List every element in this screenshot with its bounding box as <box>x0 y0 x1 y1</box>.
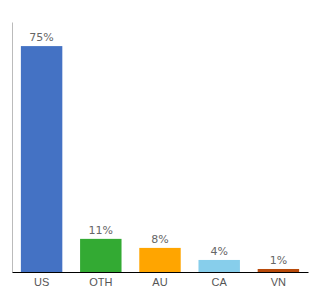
x-tick: US <box>34 272 49 288</box>
plot: US OTH AU CA VN 75% 11% 8% 4% 1% <box>13 23 309 288</box>
x-tick-label: OTH <box>89 276 112 288</box>
chart: US OTH AU CA VN 75% 11% 8% 4% 1% <box>0 0 320 300</box>
bars <box>21 46 299 272</box>
data-label: 75% <box>29 31 53 44</box>
y-axis <box>12 23 13 273</box>
x-tick: CA <box>212 272 228 288</box>
x-axis-line <box>13 272 309 273</box>
data-label: 4% <box>210 245 227 258</box>
data-label: 1% <box>270 254 287 267</box>
x-axis: US OTH AU CA VN <box>13 272 309 288</box>
bar <box>139 248 180 272</box>
x-tick-label: VN <box>271 276 286 288</box>
x-tick: AU <box>152 272 167 288</box>
x-tick: VN <box>271 272 286 288</box>
x-tick-label: AU <box>152 276 167 288</box>
x-tick-label: CA <box>212 276 228 288</box>
x-tick-label: US <box>34 276 49 288</box>
bar <box>258 269 299 272</box>
data-label: 8% <box>151 233 168 246</box>
data-labels: 75% 11% 8% 4% 1% <box>29 31 287 267</box>
bar <box>80 239 121 272</box>
bar <box>198 260 239 272</box>
data-label: 11% <box>89 224 113 237</box>
bar <box>21 46 62 272</box>
y-axis-line <box>12 23 13 273</box>
x-tick: OTH <box>89 272 112 288</box>
